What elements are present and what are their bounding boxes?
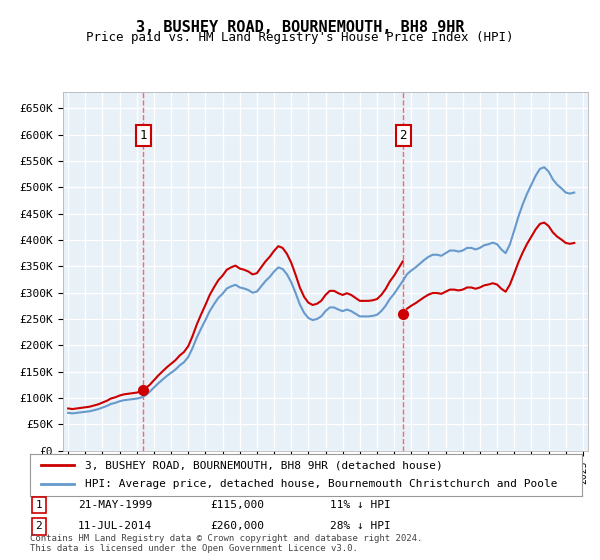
Text: 28% ↓ HPI: 28% ↓ HPI — [330, 521, 391, 531]
Text: Contains HM Land Registry data © Crown copyright and database right 2024.
This d: Contains HM Land Registry data © Crown c… — [30, 534, 422, 553]
Text: 2: 2 — [35, 521, 43, 531]
Text: £115,000: £115,000 — [210, 500, 264, 510]
Text: £260,000: £260,000 — [210, 521, 264, 531]
Text: Price paid vs. HM Land Registry's House Price Index (HPI): Price paid vs. HM Land Registry's House … — [86, 31, 514, 44]
Text: 3, BUSHEY ROAD, BOURNEMOUTH, BH8 9HR (detached house): 3, BUSHEY ROAD, BOURNEMOUTH, BH8 9HR (de… — [85, 460, 443, 470]
Text: 11-JUL-2014: 11-JUL-2014 — [78, 521, 152, 531]
Text: 1: 1 — [35, 500, 43, 510]
Text: 3, BUSHEY ROAD, BOURNEMOUTH, BH8 9HR: 3, BUSHEY ROAD, BOURNEMOUTH, BH8 9HR — [136, 20, 464, 35]
Text: 11% ↓ HPI: 11% ↓ HPI — [330, 500, 391, 510]
Text: 1: 1 — [140, 129, 147, 142]
Text: 2: 2 — [399, 129, 407, 142]
Text: HPI: Average price, detached house, Bournemouth Christchurch and Poole: HPI: Average price, detached house, Bour… — [85, 479, 558, 489]
Text: 21-MAY-1999: 21-MAY-1999 — [78, 500, 152, 510]
